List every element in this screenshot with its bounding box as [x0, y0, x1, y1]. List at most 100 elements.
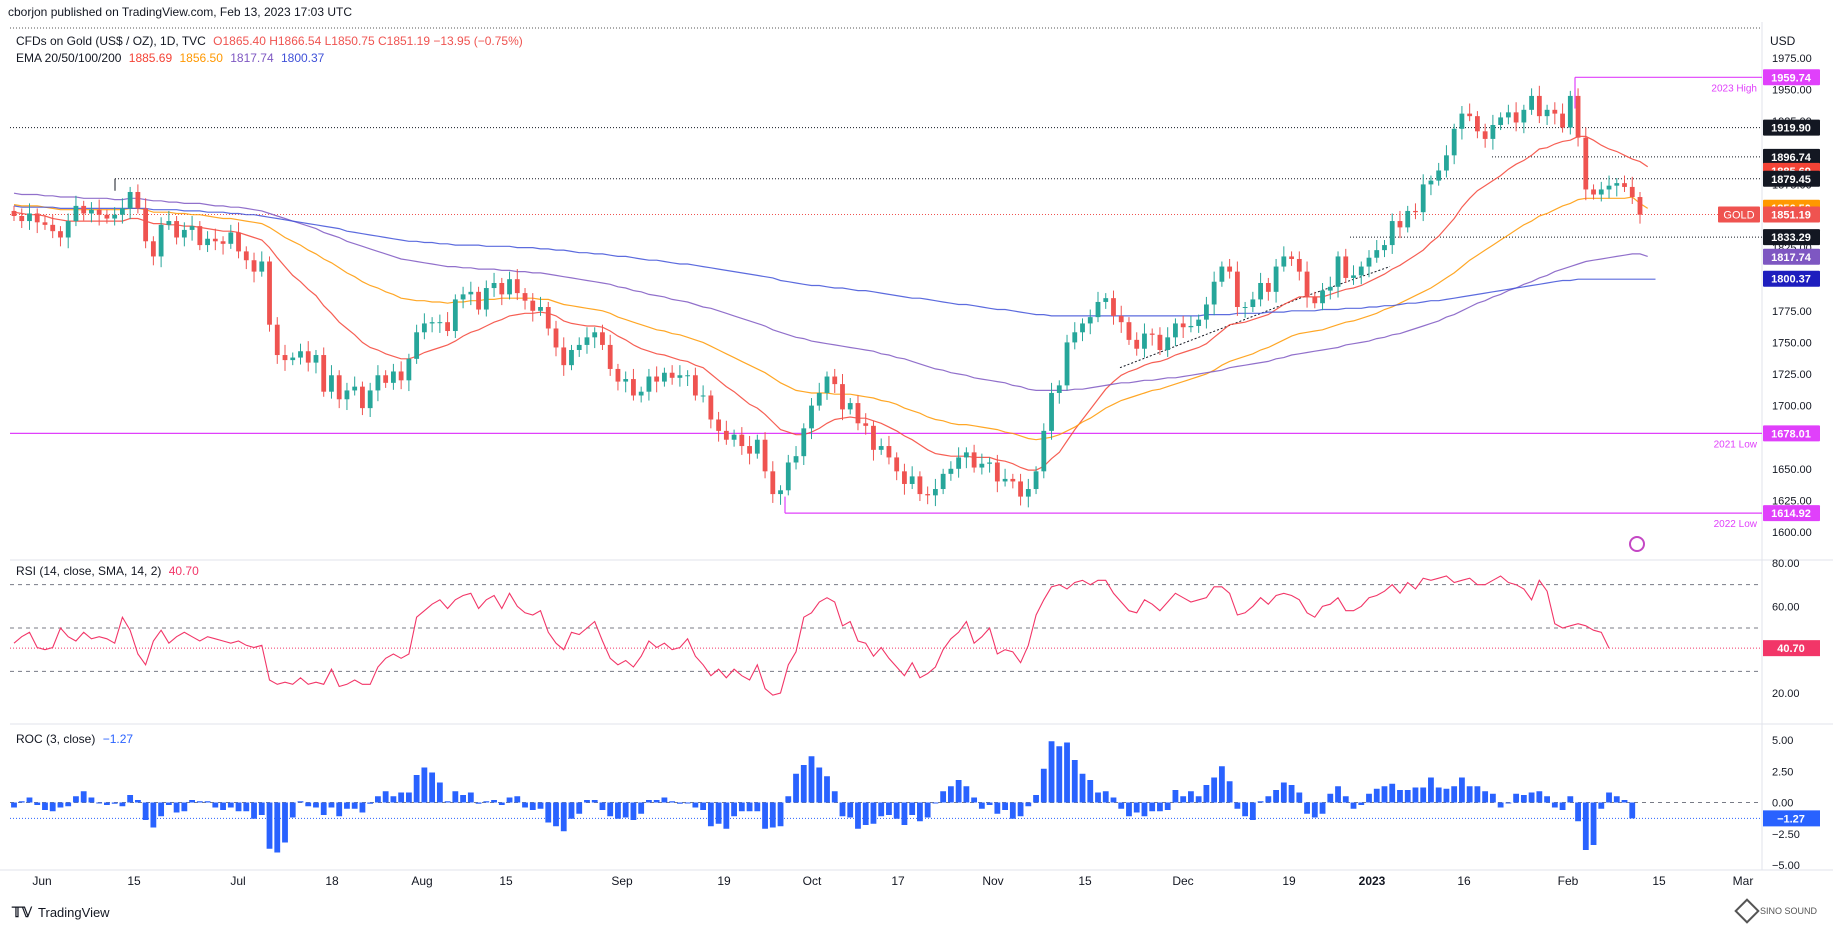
candle-body [1544, 109, 1550, 117]
roc-bar [1559, 802, 1566, 810]
candle-body [569, 349, 574, 366]
roc-bar [1056, 746, 1063, 803]
candle-body [762, 439, 768, 472]
candle-body [514, 279, 520, 294]
roc-bar [1273, 790, 1279, 803]
roc-bar [1009, 802, 1016, 819]
roc-value: −1.27 [102, 732, 134, 746]
roc-bar [878, 802, 885, 817]
roc-bar [1342, 796, 1349, 803]
roc-bar [545, 802, 552, 823]
candle-body [1111, 298, 1116, 316]
candle-body [1025, 489, 1031, 497]
symbol-legend[interactable]: CFDs on Gold (US$ / OZ), 1D, TVC O1865.4… [16, 34, 527, 48]
tradingview-brand[interactable]: 𝕋𝕍 TradingView [12, 904, 110, 921]
roc-bar [1551, 802, 1558, 808]
roc-bar [661, 797, 668, 803]
candle-body [476, 291, 481, 310]
alert-icon[interactable] [1629, 536, 1645, 552]
low-2021-label: 2021 Low [1714, 439, 1758, 450]
time-axis[interactable]: Jun 15 Jul 18 Aug 15 Sep 19 Oct 17 Nov 15 Dec 19 2023 1… [32, 874, 1753, 888]
candle-body [212, 238, 218, 242]
time-tick: Sep [611, 874, 633, 888]
roc-bar [1505, 802, 1512, 804]
candle-body [243, 251, 249, 261]
roc-bar [429, 772, 436, 803]
candle-body [894, 457, 900, 472]
brand-name: TradingView [38, 905, 110, 920]
roc-bar [158, 802, 165, 817]
roc-bar [1567, 796, 1574, 803]
candle-body [940, 473, 946, 490]
candle-body [445, 322, 451, 332]
candle-body [282, 355, 288, 361]
roc-bar [715, 802, 722, 824]
roc-bar [1164, 802, 1171, 810]
candle-body [1033, 471, 1039, 490]
candle-body [406, 358, 412, 381]
roc-bar [777, 802, 784, 827]
roc-bar [692, 802, 699, 808]
roc-tick: 2.50 [1772, 766, 1793, 778]
roc-bar [1172, 790, 1179, 803]
roc-bar [1048, 741, 1055, 803]
roc-bar [227, 802, 234, 808]
currency-label: USD [1770, 34, 1796, 48]
candle-body [1459, 113, 1465, 129]
roc-bar [436, 782, 443, 803]
roc-bar [328, 802, 335, 808]
roc-bar [963, 786, 970, 803]
roc-bar [1040, 768, 1047, 803]
roc-tick: 5.00 [1772, 735, 1793, 747]
candle-body [1606, 185, 1612, 190]
time-tick: 15 [1078, 874, 1092, 888]
candle-body [1335, 256, 1341, 287]
roc-bar [142, 802, 149, 820]
candle-body [143, 208, 149, 242]
price-label-bg [1763, 119, 1820, 136]
candle-body [1188, 325, 1194, 328]
ema200-line [13, 205, 1656, 317]
badge-logo-icon [1734, 898, 1760, 924]
candle-body [1397, 221, 1403, 228]
candle-body [298, 351, 303, 358]
candle-body [460, 294, 466, 300]
roc-bar [1218, 766, 1225, 803]
time-tick: 16 [1457, 874, 1471, 888]
ema-legend[interactable]: EMA 20/50/100/200 1885.69 1856.50 1817.7… [16, 51, 328, 65]
roc-bar [320, 802, 327, 815]
roc-bar [568, 802, 575, 819]
roc-bar [1071, 760, 1078, 803]
candle-body [19, 216, 25, 222]
roc-bar [196, 801, 203, 803]
candle-body [104, 214, 110, 219]
roc-bar [80, 791, 87, 803]
rsi-pane [10, 575, 1762, 696]
roc-bar [738, 802, 745, 812]
roc-bar [1497, 802, 1504, 808]
rsi-label: RSI (14, close, SMA, 14, 2) [16, 564, 162, 578]
rsi-value-bg [1763, 640, 1820, 657]
roc-bar [421, 767, 428, 803]
roc-bar [1590, 802, 1597, 845]
rsi-legend[interactable]: RSI (14, close, SMA, 14, 2) 40.70 [16, 564, 203, 578]
roc-bar [1466, 786, 1473, 803]
candle-body [708, 395, 714, 420]
roc-bar [994, 802, 1001, 814]
price-tick: 1975.00 [1772, 53, 1812, 65]
roc-bar [808, 756, 815, 803]
candle-body [1529, 95, 1535, 110]
candle-body [1536, 95, 1542, 117]
candle-body [1041, 430, 1047, 472]
roc-bar [1381, 786, 1388, 803]
price-label-text: 1833.29 [1771, 232, 1811, 244]
roc-bar [800, 765, 807, 803]
roc-bar [1389, 783, 1396, 803]
roc-bar [127, 795, 134, 803]
roc-bar [34, 802, 41, 805]
roc-legend[interactable]: ROC (3, close) −1.27 [16, 732, 137, 746]
candle-body [1180, 323, 1186, 328]
ema50-value: 1856.50 [179, 51, 223, 65]
time-tick: Oct [803, 874, 822, 888]
